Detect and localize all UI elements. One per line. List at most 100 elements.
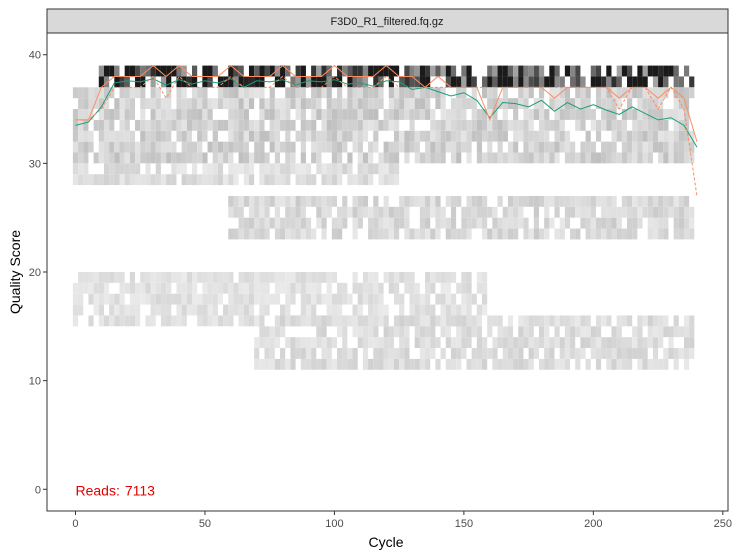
heatmap-tile xyxy=(507,228,514,240)
heatmap-tile xyxy=(425,228,431,240)
heatmap-tile xyxy=(135,119,141,131)
heatmap-tile xyxy=(316,109,322,120)
heatmap-tile xyxy=(145,130,151,142)
heatmap-tile xyxy=(321,337,327,349)
heatmap-tile xyxy=(316,326,322,338)
heatmap-tile xyxy=(305,195,312,207)
heatmap-tile xyxy=(570,141,576,153)
heatmap-tile xyxy=(528,228,534,240)
heatmap-tile xyxy=(103,272,110,283)
heatmap-tile xyxy=(440,206,446,218)
heatmap-tile xyxy=(440,109,446,120)
heatmap-tile xyxy=(601,228,607,240)
heatmap-tile xyxy=(471,326,477,338)
heatmap-tile xyxy=(430,282,436,294)
heatmap-tile xyxy=(259,109,265,120)
heatmap-tile xyxy=(259,119,265,131)
heatmap-tile xyxy=(621,315,628,327)
heatmap-tile xyxy=(337,293,343,305)
heatmap-tile xyxy=(352,98,358,110)
heatmap-tile xyxy=(445,119,451,131)
heatmap-tile xyxy=(611,109,617,120)
heatmap-tile xyxy=(93,152,99,164)
heatmap-tile xyxy=(399,337,405,349)
heatmap-tile xyxy=(450,206,457,218)
heatmap-tile xyxy=(300,337,306,349)
heatmap-tile xyxy=(207,174,213,186)
heatmap-tile xyxy=(502,87,508,99)
heatmap-tile xyxy=(202,152,208,164)
heatmap-tile xyxy=(507,206,514,218)
heatmap-tile xyxy=(233,109,239,120)
heatmap-tile xyxy=(300,293,306,305)
reads-value: 7113 xyxy=(125,482,155,498)
heatmap-tile xyxy=(305,282,312,294)
heatmap-tile xyxy=(181,65,187,77)
heatmap-tile xyxy=(150,76,156,88)
heatmap-tile xyxy=(627,206,633,218)
heatmap-tile xyxy=(513,152,519,164)
heatmap-tile xyxy=(285,163,291,175)
heatmap-tile xyxy=(456,130,462,142)
heatmap-tile xyxy=(326,174,332,186)
heatmap-tile xyxy=(357,326,363,338)
heatmap-tile xyxy=(285,272,291,283)
heatmap-tile xyxy=(538,337,545,349)
reads-annotation: Reads: 7113 xyxy=(75,482,155,498)
heatmap-tile xyxy=(78,87,84,99)
heatmap-tile xyxy=(590,119,596,131)
heatmap-tile xyxy=(445,358,451,370)
heatmap-tile xyxy=(538,315,545,327)
heatmap-tile xyxy=(456,282,462,294)
heatmap-tile xyxy=(606,315,612,327)
heatmap-tile xyxy=(212,272,218,283)
heatmap-tile xyxy=(404,217,410,229)
heatmap-tile xyxy=(243,119,249,131)
heatmap-tile xyxy=(461,65,467,77)
heatmap-tile xyxy=(228,109,234,120)
heatmap-tile xyxy=(575,348,581,359)
heatmap-tile xyxy=(269,109,275,120)
heatmap-tile xyxy=(316,152,322,164)
heatmap-tile xyxy=(642,109,648,120)
heatmap-tile xyxy=(492,315,498,327)
heatmap-tile xyxy=(316,98,322,110)
heatmap-tile xyxy=(342,206,348,218)
heatmap-tile xyxy=(523,228,529,240)
heatmap-tile xyxy=(399,293,405,305)
heatmap-tile xyxy=(202,109,208,120)
heatmap-tile xyxy=(554,109,560,120)
heatmap-tile xyxy=(683,348,690,359)
heatmap-tile xyxy=(492,119,498,131)
heatmap-tile xyxy=(331,304,338,316)
heatmap-tile xyxy=(217,119,224,131)
heatmap-tile xyxy=(409,87,415,99)
heatmap-tile xyxy=(414,98,420,110)
heatmap-tile xyxy=(295,337,301,349)
heatmap-tile xyxy=(580,109,586,120)
heatmap-tile xyxy=(647,206,653,218)
heatmap-tile xyxy=(683,65,690,77)
heatmap-tile xyxy=(621,228,628,240)
heatmap-tile xyxy=(347,293,353,305)
heatmap-tile xyxy=(673,348,679,359)
heatmap-tile xyxy=(357,152,363,164)
heatmap-tile xyxy=(326,163,332,175)
heatmap-tile xyxy=(331,228,338,240)
heatmap-tile xyxy=(259,293,265,305)
heatmap-tile xyxy=(248,272,255,283)
heatmap-tile xyxy=(166,65,172,77)
heatmap-tile xyxy=(103,282,110,294)
heatmap-tile xyxy=(228,228,234,240)
heatmap-tile xyxy=(528,358,534,370)
heatmap-tile xyxy=(575,119,581,131)
heatmap-tile xyxy=(290,348,296,359)
heatmap-tile xyxy=(140,109,146,120)
heatmap-tile xyxy=(445,228,451,240)
heatmap-tile xyxy=(580,315,586,327)
heatmap-tile xyxy=(601,315,607,327)
heatmap-tile xyxy=(606,119,612,131)
heatmap-tile xyxy=(109,141,115,153)
heatmap-tile xyxy=(570,98,576,110)
